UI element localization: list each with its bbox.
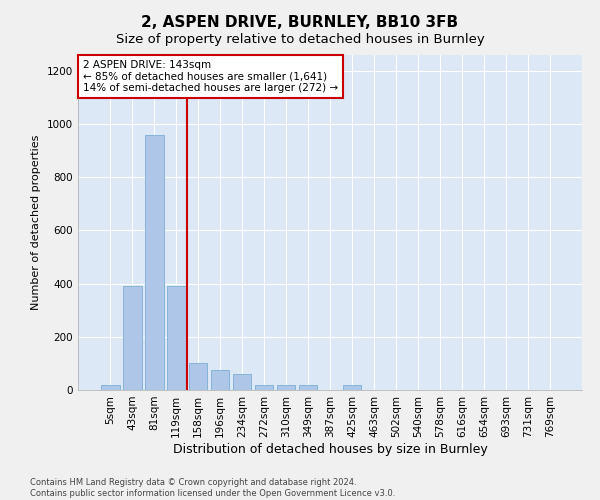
Bar [299,384,317,390]
Bar [123,286,142,390]
X-axis label: Distribution of detached houses by size in Burnley: Distribution of detached houses by size … [173,442,487,456]
Bar [211,370,229,390]
Bar [145,135,164,390]
Bar [277,384,295,390]
Y-axis label: Number of detached properties: Number of detached properties [31,135,41,310]
Bar [101,384,119,390]
Text: Contains HM Land Registry data © Crown copyright and database right 2024.
Contai: Contains HM Land Registry data © Crown c… [30,478,395,498]
Bar [343,384,361,390]
Bar [167,286,185,390]
Text: 2, ASPEN DRIVE, BURNLEY, BB10 3FB: 2, ASPEN DRIVE, BURNLEY, BB10 3FB [142,15,458,30]
Bar [233,374,251,390]
Text: Size of property relative to detached houses in Burnley: Size of property relative to detached ho… [116,32,484,46]
Bar [255,384,274,390]
Bar [189,364,208,390]
Text: 2 ASPEN DRIVE: 143sqm
← 85% of detached houses are smaller (1,641)
14% of semi-d: 2 ASPEN DRIVE: 143sqm ← 85% of detached … [83,60,338,93]
